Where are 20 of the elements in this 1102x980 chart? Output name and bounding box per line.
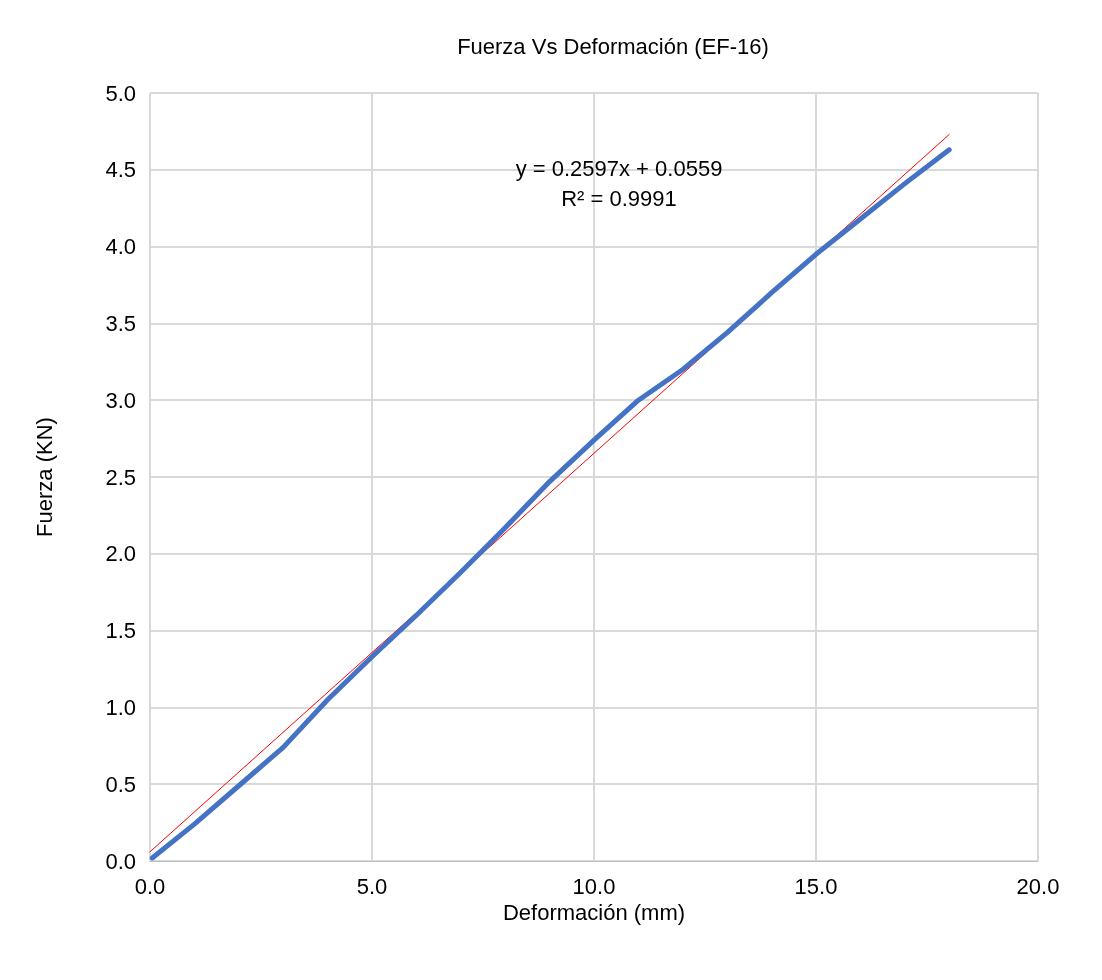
y-tick-label: 0.0 [105,848,136,874]
y-tick-label: 5.0 [105,80,136,106]
x-tick-label: 5.0 [356,873,388,899]
y-tick-label: 0.5 [105,771,136,797]
x-tick-label: 15.0 [794,873,838,899]
x-tick-label: 20.0 [1016,873,1060,899]
y-tick-label: 1.5 [105,618,136,644]
y-tick-label: 2.0 [105,541,136,567]
y-axis-title: Fuerza (KN) [31,417,57,537]
y-tick-label: 1.0 [105,694,136,720]
x-axis-title: Deformación (mm) [502,900,686,926]
x-tick-label: 10.0 [572,873,616,899]
y-tick-label: 4.5 [105,157,136,183]
y-tick-label: 3.5 [105,310,136,336]
y-tick-label: 3.0 [105,387,136,413]
y-tick-label: 4.0 [105,234,136,260]
annotation: y = 0.2597x + 0.0559 R² = 0.9991 [515,155,723,211]
x-tick-label: 0.0 [134,873,166,899]
y-tick-label: 2.5 [105,464,136,490]
chart-title: Fuerza Vs Deformación (EF-16) [457,33,769,59]
